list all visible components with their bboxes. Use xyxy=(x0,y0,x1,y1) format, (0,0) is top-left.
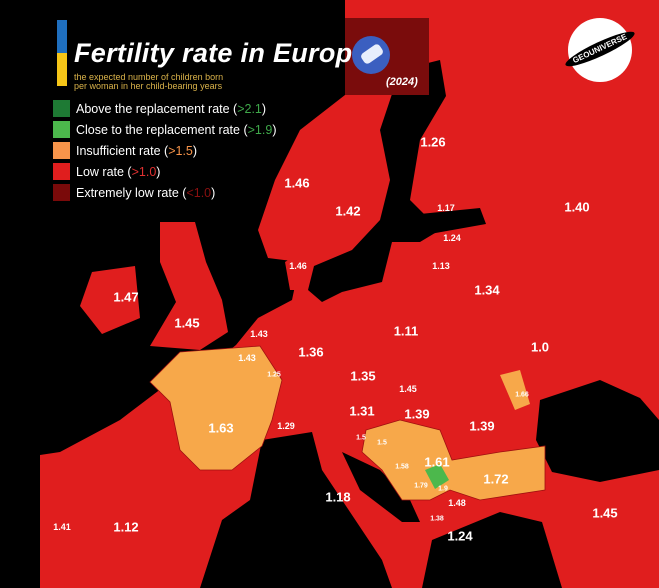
label-slovakia: 1.45 xyxy=(399,384,417,394)
label-lithuania: 1.13 xyxy=(432,261,450,271)
label-romania: 1.39 xyxy=(469,418,495,434)
legend: Above the replacement rate (>2.1) Close … xyxy=(53,98,276,203)
label-belarus: 1.34 xyxy=(474,282,500,298)
baltic-sea xyxy=(308,60,446,302)
label-germany: 1.36 xyxy=(298,344,324,360)
balkans-insufficient xyxy=(361,419,546,501)
legend-item-extreme: Extremely low rate (<1.0) xyxy=(53,182,276,203)
pill-icon xyxy=(352,36,390,74)
adriatic-sea xyxy=(342,452,420,522)
label-belgium: 1.43 xyxy=(238,353,256,363)
label-kosovo: 1.9 xyxy=(438,485,448,493)
label-luxembourg: 1.25 xyxy=(267,371,281,379)
label-russia: 1.40 xyxy=(564,199,590,215)
page-title: Fertility rate in Europe xyxy=(74,38,368,68)
legend-swatch xyxy=(53,163,70,180)
moldova xyxy=(500,370,530,410)
label-spain: 1.12 xyxy=(113,519,139,535)
subtitle-line-1: the expected number of children born xyxy=(74,72,224,82)
legend-swatch xyxy=(53,184,70,201)
legend-item-insufficient: Insufficient rate (>1.5) xyxy=(53,140,276,161)
label-albania: 1.38 xyxy=(430,515,444,523)
label-ukraine: 1.0 xyxy=(530,339,550,355)
label-north-macedonia: 1.48 xyxy=(448,498,466,508)
label-netherlands: 1.43 xyxy=(250,329,268,339)
flag-icon xyxy=(57,20,67,86)
label-austria: 1.31 xyxy=(349,403,375,419)
label-estonia: 1.17 xyxy=(437,203,455,213)
legend-swatch xyxy=(53,142,70,159)
kosovo xyxy=(425,464,449,489)
legend-item-above: Above the replacement rate (>2.1) xyxy=(53,98,276,119)
geouniverse-logo: GEOUNIVERSE xyxy=(562,18,638,82)
subtitle: the expected number of children born per… xyxy=(74,73,223,91)
uk xyxy=(150,222,228,350)
gulf-of-finland xyxy=(420,208,486,234)
logo-text: GEOUNIVERSE xyxy=(562,26,638,72)
label-france: 1.63 xyxy=(208,420,234,436)
label-ireland: 1.47 xyxy=(113,289,139,305)
label-hungary: 1.39 xyxy=(404,406,430,422)
france xyxy=(149,345,283,471)
label-latvia: 1.24 xyxy=(443,233,461,243)
mediterranean-sea xyxy=(200,432,392,588)
label-croatia: 1.5 xyxy=(377,439,387,447)
label-greece: 1.24 xyxy=(447,528,473,544)
denmark xyxy=(285,250,318,290)
aegean-sea xyxy=(422,512,562,588)
label-denmark: 1.46 xyxy=(289,261,307,271)
year-label: (2024) xyxy=(386,76,418,88)
label-sweden: 1.42 xyxy=(335,203,361,219)
label-moldova: 1.66 xyxy=(515,391,529,399)
legend-item-close: Close to the replacement rate (>1.9) xyxy=(53,119,276,140)
label-slovenia: 1.5 xyxy=(356,434,366,442)
label-italy: 1.18 xyxy=(325,489,351,505)
black-sea xyxy=(536,380,659,482)
label-switzerland: 1.29 xyxy=(277,421,295,431)
label-portugal: 1.41 xyxy=(53,522,71,532)
label-montenegro: 1.79 xyxy=(414,482,428,490)
subtitle-line-2: per woman in her child-bearing years xyxy=(74,81,223,91)
legend-swatch xyxy=(53,100,70,117)
ireland xyxy=(80,266,140,334)
legend-item-low: Low rate (>1.0) xyxy=(53,161,276,182)
label-finland: 1.26 xyxy=(420,134,446,150)
label-serbia: 1.61 xyxy=(424,454,450,470)
label-bulgaria: 1.72 xyxy=(483,471,509,487)
label-bosnia: 1.58 xyxy=(395,463,409,471)
label-poland: 1.11 xyxy=(393,323,419,339)
label-uk: 1.45 xyxy=(174,315,200,331)
label-czechia: 1.35 xyxy=(350,368,376,384)
label-norway: 1.46 xyxy=(284,175,310,191)
label-turkey: 1.45 xyxy=(592,505,618,521)
legend-swatch xyxy=(53,121,70,138)
